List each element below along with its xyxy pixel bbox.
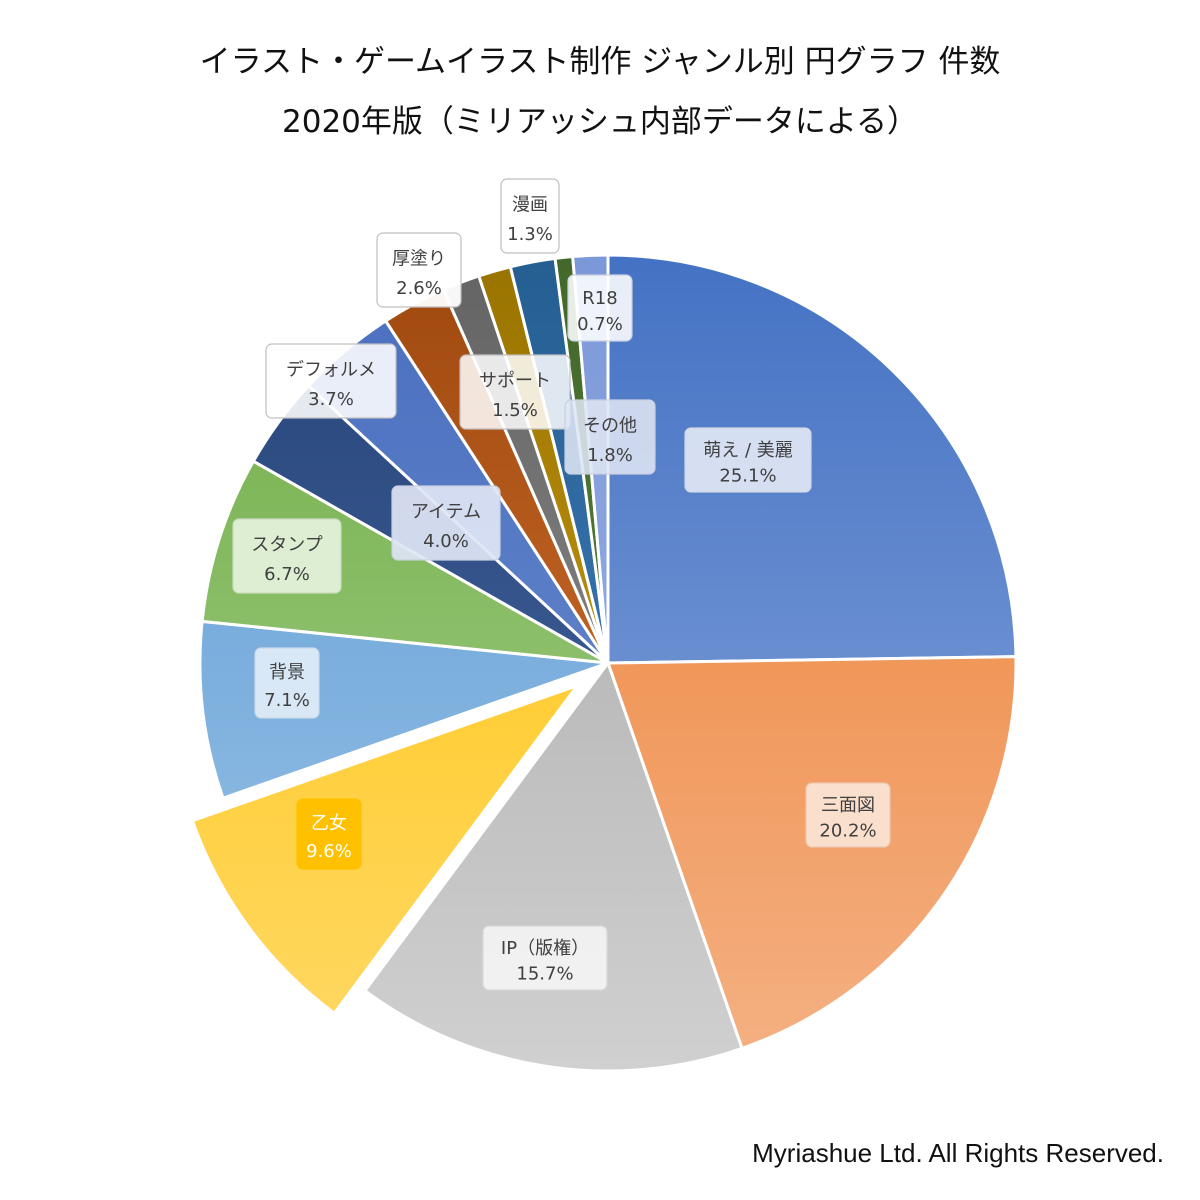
data-label: デフォルメ 3.7% — [265, 343, 397, 419]
data-label: 背景 7.1% — [254, 647, 320, 719]
pie-labels: 萌え / 美麗 25.1% 三面図 20.2% IP（版権） 15.7% 乙女 9.6% 背景 7… — [232, 178, 891, 991]
slice-percent-label: 1.3% — [507, 224, 553, 245]
data-label: IP（版権） 15.7% — [482, 925, 608, 991]
data-label-box — [684, 427, 812, 493]
slice-name-label: 三面図 — [821, 795, 875, 816]
data-label: その他 1.8% — [564, 399, 656, 475]
slice-percent-label: 6.7% — [264, 564, 310, 585]
pie-slice — [190, 682, 582, 1016]
slice-name-label: スタンプ — [251, 535, 322, 556]
data-label-box — [254, 647, 320, 719]
pie-slice — [606, 253, 1018, 665]
slice-percent-label: 9.6% — [306, 841, 352, 862]
data-label: R18 0.7% — [567, 274, 633, 342]
slice-percent-label: 2.6% — [396, 278, 442, 299]
slice-name-label: デフォルメ — [286, 360, 376, 381]
data-label: スタンプ 6.7% — [232, 518, 342, 594]
slice-name-label: サポート — [479, 371, 551, 392]
slice-name-label: 厚塗り — [392, 248, 446, 270]
slice-percent-label: 7.1% — [264, 690, 310, 711]
data-label-box — [564, 399, 656, 475]
slice-percent-label: 15.7% — [516, 964, 573, 985]
slice-percent-label: 0.7% — [577, 314, 623, 335]
data-label-box — [232, 518, 342, 594]
data-label-box — [482, 925, 608, 991]
data-label-box — [500, 178, 560, 254]
slice-percent-label: 20.2% — [819, 821, 876, 842]
slice-percent-label: 1.5% — [492, 400, 538, 421]
data-label-box — [296, 798, 362, 870]
data-label: 三面図 20.2% — [805, 782, 891, 848]
slice-name-label: 乙女 — [311, 813, 347, 834]
data-label: 萌え / 美麗 25.1% — [684, 427, 812, 493]
data-label: サポート 1.5% — [459, 354, 571, 430]
slice-name-label: R18 — [582, 288, 617, 309]
pie-slice — [200, 459, 609, 665]
slice-name-label: 萌え / 美麗 — [703, 440, 793, 461]
data-label-box — [391, 485, 501, 561]
slice-percent-label: 3.7% — [308, 389, 354, 410]
slice-name-label: その他 — [583, 416, 637, 437]
data-label-box — [459, 354, 571, 430]
data-label: アイテム 4.0% — [391, 485, 501, 561]
pie-slice — [605, 655, 1018, 1051]
slice-name-label: 漫画 — [512, 195, 548, 216]
data-label-box — [567, 274, 633, 342]
slice-percent-label: 4.0% — [423, 531, 469, 552]
slice-name-label: アイテム — [411, 502, 481, 523]
data-label-box — [376, 232, 462, 308]
data-label: 厚塗り 2.6% — [376, 232, 462, 308]
slice-percent-label: 1.8% — [587, 445, 633, 466]
copyright-text: Myriashue Ltd. All Rights Reserved. — [752, 1138, 1164, 1168]
data-label: 乙女 9.6% — [296, 798, 362, 870]
slice-percent-label: 25.1% — [719, 466, 776, 487]
chart-title: イラスト・ゲームイラスト制作 ジャンル別 円グラフ 件数 — [199, 44, 1001, 80]
slice-name-label: 背景 — [269, 662, 305, 683]
pie-slice — [362, 659, 744, 1073]
data-label: 漫画 1.3% — [500, 178, 560, 254]
data-label-box — [265, 343, 397, 419]
data-label-box — [805, 782, 891, 848]
slice-name-label: IP（版権） — [501, 938, 589, 959]
chart-subtitle: 2020年版（ミリアッシュ内部データによる） — [282, 104, 918, 140]
